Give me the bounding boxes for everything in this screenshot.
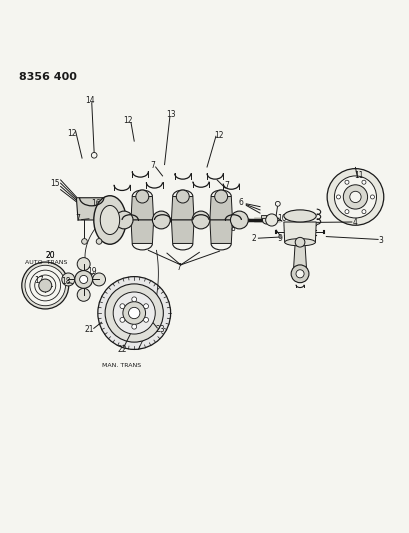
Circle shape bbox=[77, 257, 90, 271]
Text: 7: 7 bbox=[150, 161, 155, 170]
Text: AUTO  TRANS: AUTO TRANS bbox=[25, 260, 67, 265]
Circle shape bbox=[262, 216, 270, 224]
Circle shape bbox=[369, 195, 373, 199]
Polygon shape bbox=[283, 222, 315, 242]
Polygon shape bbox=[171, 197, 193, 220]
Text: 2: 2 bbox=[251, 233, 255, 243]
Circle shape bbox=[152, 211, 170, 229]
Text: 21: 21 bbox=[85, 325, 94, 334]
Ellipse shape bbox=[283, 210, 315, 222]
Ellipse shape bbox=[284, 239, 315, 246]
Polygon shape bbox=[209, 220, 232, 244]
Circle shape bbox=[113, 292, 155, 334]
Circle shape bbox=[123, 302, 145, 325]
Ellipse shape bbox=[100, 205, 119, 235]
Text: 17: 17 bbox=[34, 276, 44, 285]
Circle shape bbox=[74, 271, 92, 288]
Text: 5: 5 bbox=[295, 264, 300, 273]
Circle shape bbox=[135, 190, 148, 203]
Circle shape bbox=[39, 279, 52, 292]
Text: 7: 7 bbox=[75, 214, 80, 223]
Circle shape bbox=[120, 318, 124, 322]
Polygon shape bbox=[76, 198, 107, 220]
Circle shape bbox=[115, 211, 133, 229]
Text: 12: 12 bbox=[123, 116, 133, 125]
Circle shape bbox=[131, 324, 136, 329]
Polygon shape bbox=[130, 197, 153, 220]
Circle shape bbox=[131, 297, 136, 302]
Text: 3: 3 bbox=[378, 236, 382, 245]
Text: 12: 12 bbox=[67, 128, 76, 138]
Text: 1: 1 bbox=[240, 214, 245, 223]
Text: 9: 9 bbox=[277, 233, 281, 243]
Circle shape bbox=[214, 190, 227, 203]
Circle shape bbox=[349, 191, 360, 203]
Circle shape bbox=[336, 195, 339, 199]
Circle shape bbox=[120, 304, 124, 309]
Text: 11: 11 bbox=[353, 171, 362, 180]
Text: 23: 23 bbox=[155, 325, 165, 334]
Text: 13: 13 bbox=[165, 110, 175, 119]
Circle shape bbox=[98, 277, 170, 350]
Polygon shape bbox=[171, 220, 193, 244]
Text: 10: 10 bbox=[276, 214, 286, 223]
Text: 20: 20 bbox=[45, 251, 55, 260]
Circle shape bbox=[176, 190, 189, 203]
Text: 14: 14 bbox=[85, 96, 94, 105]
Text: MAN. TRANS: MAN. TRANS bbox=[101, 363, 141, 368]
Circle shape bbox=[79, 276, 88, 284]
Polygon shape bbox=[209, 197, 232, 220]
Text: 22: 22 bbox=[117, 345, 126, 354]
Text: 15: 15 bbox=[50, 179, 60, 188]
Circle shape bbox=[105, 284, 163, 342]
Text: 4: 4 bbox=[351, 217, 356, 227]
Text: 20: 20 bbox=[45, 251, 55, 260]
Circle shape bbox=[30, 270, 61, 301]
Circle shape bbox=[295, 270, 303, 278]
Circle shape bbox=[230, 211, 248, 229]
Text: 6: 6 bbox=[238, 198, 243, 207]
Circle shape bbox=[92, 273, 105, 286]
Text: 16: 16 bbox=[91, 199, 100, 208]
Circle shape bbox=[334, 176, 375, 218]
Circle shape bbox=[275, 201, 279, 206]
Circle shape bbox=[361, 209, 365, 214]
Circle shape bbox=[143, 304, 148, 309]
Circle shape bbox=[290, 265, 308, 282]
Circle shape bbox=[35, 275, 56, 296]
Circle shape bbox=[143, 318, 148, 322]
Circle shape bbox=[77, 288, 90, 301]
Text: 8356 400: 8356 400 bbox=[19, 72, 76, 82]
Circle shape bbox=[344, 180, 348, 184]
Text: 19: 19 bbox=[87, 267, 97, 276]
Circle shape bbox=[62, 273, 74, 286]
Polygon shape bbox=[260, 215, 265, 218]
Circle shape bbox=[361, 180, 365, 184]
Text: 18: 18 bbox=[61, 277, 70, 286]
Text: 12: 12 bbox=[214, 131, 223, 140]
Polygon shape bbox=[130, 220, 153, 244]
Text: 7: 7 bbox=[224, 181, 229, 190]
Circle shape bbox=[342, 185, 367, 209]
Circle shape bbox=[91, 152, 97, 158]
Text: 8: 8 bbox=[230, 223, 235, 232]
Circle shape bbox=[25, 265, 65, 306]
Circle shape bbox=[344, 209, 348, 214]
Text: 7: 7 bbox=[176, 263, 181, 272]
Circle shape bbox=[326, 168, 383, 225]
Circle shape bbox=[265, 214, 277, 226]
Circle shape bbox=[128, 308, 139, 319]
Ellipse shape bbox=[94, 196, 126, 244]
Polygon shape bbox=[293, 242, 306, 269]
Circle shape bbox=[191, 211, 209, 229]
Circle shape bbox=[81, 239, 87, 244]
Circle shape bbox=[22, 262, 69, 309]
Circle shape bbox=[294, 237, 304, 247]
Circle shape bbox=[96, 239, 101, 244]
